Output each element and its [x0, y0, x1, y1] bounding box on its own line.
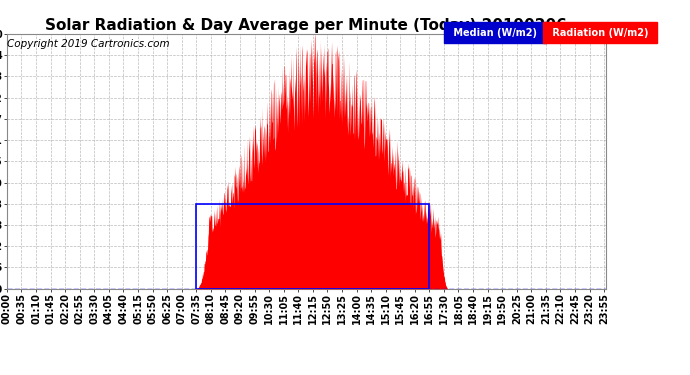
Text: Copyright 2019 Cartronics.com: Copyright 2019 Cartronics.com — [7, 39, 170, 50]
Title: Solar Radiation & Day Average per Minute (Today) 20190206: Solar Radiation & Day Average per Minute… — [46, 18, 567, 33]
Bar — [196, 204, 429, 289]
Text: Radiation (W/m2): Radiation (W/m2) — [549, 28, 651, 38]
Text: Median (W/m2): Median (W/m2) — [450, 28, 540, 38]
